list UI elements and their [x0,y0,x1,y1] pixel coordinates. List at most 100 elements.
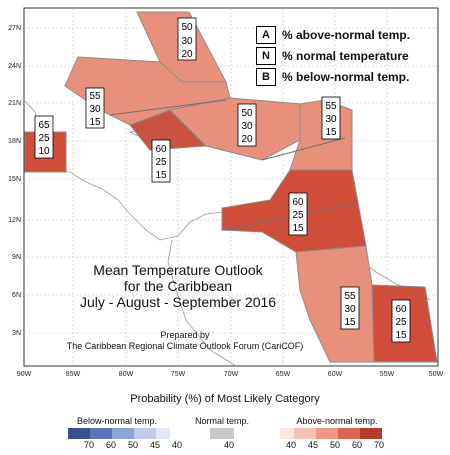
box-suriname-normal: 25 [395,317,407,328]
normal-swatch-40 [210,428,234,439]
box-windward-normal: 25 [292,210,304,221]
box-cuba: 55 30 15 [85,87,105,129]
box-belize-below: 10 [38,146,50,157]
key-row-normal: N % normal temperature [256,45,410,66]
key-letter-a: A [256,25,276,44]
legend-caption: Probability (%) of Most Likely Category [130,393,320,405]
box-hispaniola-below: 20 [241,134,253,145]
title-line-2: for the Caribbean [123,278,233,294]
category-key: A % above-normal temp. N % normal temper… [256,24,410,87]
box-suriname: 60 25 15 [391,299,411,343]
box-leeward: 55 30 15 [321,96,341,140]
legend-above-title: Above-normal temp. [296,416,378,426]
legend-above-colorbar [280,428,382,439]
below-swatch-40 [156,428,170,439]
below-tick-40: 40 [172,440,183,450]
probability-boxes: 50 30 20 55 30 15 50 30 20 55 30 15 65 2… [34,17,411,343]
lon-55w: 55W [380,371,395,378]
prepared-line-2: The Caribbean Regional Climate Outlook F… [66,341,304,351]
box-cuba-below: 15 [89,117,101,128]
latitude-labels: 27N 24N 21N 18N 15N 12N 9N 6N 3N [8,25,21,337]
above-swatch-60 [338,428,360,439]
box-guyana-normal: 30 [344,304,356,315]
box-jamaica: 60 25 15 [151,139,171,183]
above-swatch-70 [360,428,382,439]
box-guyana-above: 55 [344,291,356,302]
key-text-below: % below-normal temp. [282,69,410,84]
above-tick-40: 40 [286,440,297,450]
below-swatch-45 [134,428,156,439]
box-windward: 60 25 15 [288,192,308,236]
box-hispaniola: 50 30 20 [237,103,257,147]
lat-9n: 9N [12,254,21,261]
box-suriname-above: 60 [395,304,407,315]
lat-18n: 18N [8,138,21,145]
below-tick-45: 45 [150,440,161,450]
lat-15n: 15N [8,176,21,183]
legend-below-title: Below-normal temp. [76,416,158,426]
box-windward-above: 60 [292,197,304,208]
key-text-above: % above-normal temp. [282,27,411,42]
lat-21n: 21N [8,100,21,107]
normal-tick-40: 40 [224,440,235,450]
title-line-1: Mean Temperature Outlook [93,262,263,278]
above-tick-60: 60 [352,440,363,450]
lon-85w: 85W [66,371,81,378]
box-belize-above: 65 [38,120,50,131]
title-line-3: July - August - September 2016 [79,294,277,310]
box-guyana: 55 30 15 [340,286,360,330]
lon-80w: 80W [119,371,134,378]
box-suriname-below: 15 [395,330,407,341]
key-letter-b: B [256,67,276,86]
lat-27n: 27N [8,25,21,32]
box-bahamas-above: 50 [181,22,193,33]
below-tick-60: 60 [106,440,117,450]
below-swatch-60 [90,428,112,439]
legend-below-colorbar [68,428,170,439]
above-swatch-40 [280,428,294,439]
box-belize: 65 25 10 [34,115,54,159]
lat-6n: 6N [12,292,21,299]
lat-12n: 12N [8,217,21,224]
above-swatch-45 [294,428,316,439]
legend-normal-title: Normal temp. [194,416,249,426]
prepared-line-1: Prepared by [160,330,210,340]
box-cuba-above: 55 [89,91,101,102]
box-belize-normal: 25 [38,133,50,144]
box-leeward-above: 55 [325,101,337,112]
longitude-labels: 90W 85W 80W 75W 70W 65W 60W 55W 50W [17,371,444,378]
outlook-map: 50 30 20 55 30 15 50 30 20 55 30 15 65 2… [8,7,444,378]
below-swatch-50 [112,428,134,439]
lon-90w: 90W [17,371,32,378]
above-tick-45: 45 [308,440,319,450]
box-bahamas-below: 20 [181,49,193,60]
key-letter-n: N [256,46,276,65]
key-row-above: A % above-normal temp. [256,24,410,45]
map-title: Mean Temperature Outlook for the Caribbe… [58,262,298,310]
box-cuba-normal: 30 [89,104,101,115]
box-windward-below: 15 [292,223,304,234]
below-tick-70: 70 [84,440,95,450]
key-text-normal: % normal temperature [282,48,409,63]
box-leeward-normal: 30 [325,114,337,125]
lon-70w: 70W [224,371,239,378]
box-hispaniola-above: 50 [241,108,253,119]
box-jamaica-below: 15 [155,170,167,181]
above-swatch-50 [316,428,338,439]
lat-3n: 3N [12,330,21,337]
above-tick-70: 70 [374,440,385,450]
lon-75w: 75W [171,371,186,378]
lon-60w: 60W [328,371,343,378]
above-tick-50: 50 [330,440,341,450]
box-jamaica-above: 60 [155,144,167,155]
box-hispaniola-normal: 30 [241,121,253,132]
box-jamaica-normal: 25 [155,157,167,168]
box-guyana-below: 15 [344,317,356,328]
prepared-by: Prepared by The Caribbean Regional Clima… [40,330,330,352]
key-row-below: B % below-normal temp. [256,66,410,87]
legend-normal-colorbar [210,428,234,439]
below-swatch-70 [68,428,90,439]
lon-50w: 50W [429,371,444,378]
region-guyana [295,245,375,363]
box-leeward-below: 15 [325,127,337,138]
